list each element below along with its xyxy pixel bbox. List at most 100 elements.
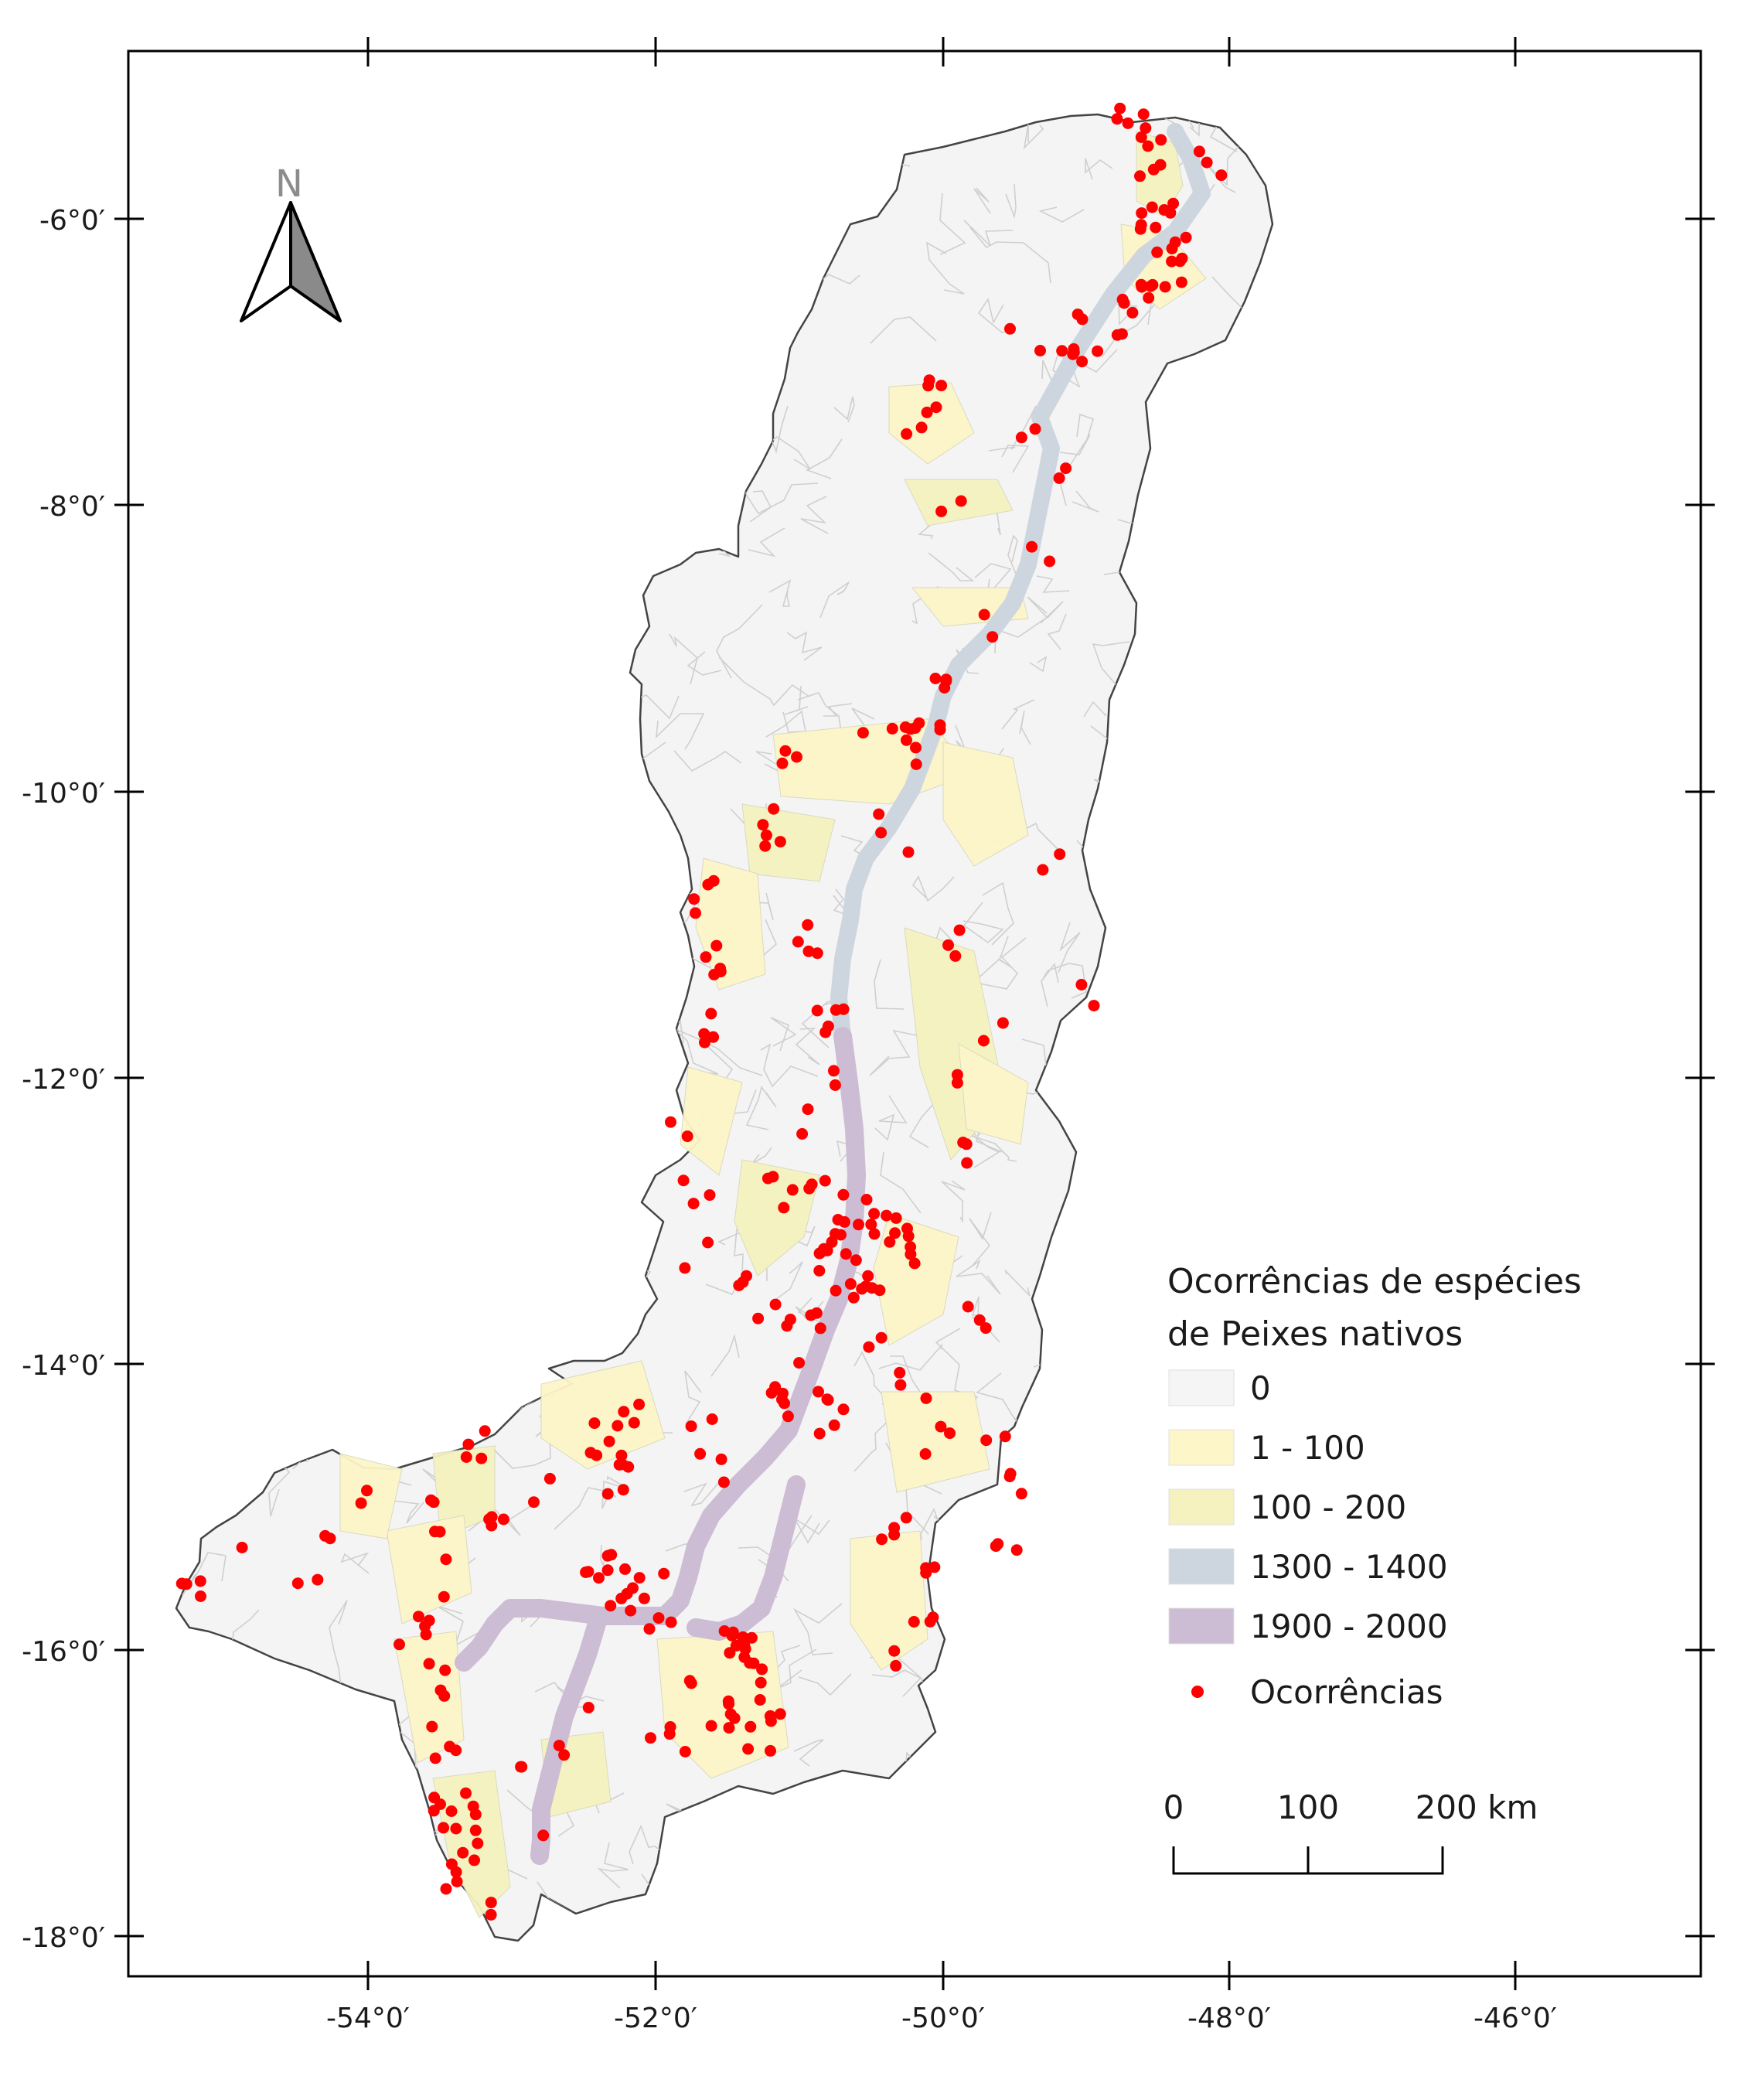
- occurrence-point: [901, 734, 912, 746]
- occurrence-point: [822, 1394, 834, 1406]
- occurrence-point: [553, 1740, 565, 1752]
- sub-basin-line: [911, 875, 955, 902]
- sub-basin-line: [870, 316, 937, 344]
- occurrence-point: [1167, 197, 1180, 210]
- occurrence-point: [755, 1676, 767, 1689]
- sub-basin-line: [1047, 613, 1067, 650]
- sub-basin-line: [800, 496, 829, 534]
- occurrence-point: [1146, 201, 1158, 213]
- occurrence-point: [802, 919, 814, 931]
- x-tick-label: -52°0′: [614, 2003, 697, 2034]
- occurrence-point: [847, 1291, 860, 1304]
- occurrence-point: [844, 1278, 857, 1290]
- occurrence-point: [828, 1065, 840, 1077]
- occurrence-point: [413, 1611, 424, 1623]
- occurrence-point: [962, 1301, 974, 1313]
- occurrence-point: [704, 1189, 716, 1202]
- occurrence-point: [779, 1397, 790, 1410]
- occurrence-point: [658, 1567, 670, 1580]
- occurrence-point: [769, 1298, 782, 1311]
- sub-basin-line: [1019, 710, 1031, 745]
- sub-basin-line: [1001, 445, 1030, 473]
- occurrence-point: [601, 1488, 614, 1500]
- sub-basin-line: [819, 581, 850, 619]
- sub-basin-line: [1041, 963, 1059, 1007]
- occurrence-point: [774, 1708, 786, 1720]
- occurrence-point: [733, 1280, 745, 1291]
- occurrence-point: [802, 945, 815, 957]
- occurrence-point: [685, 1420, 697, 1433]
- sub-basin-line: [751, 1147, 772, 1164]
- occurrence-point: [698, 1028, 710, 1040]
- occurrence-point: [838, 1215, 850, 1228]
- sub-basin-line: [1029, 656, 1048, 673]
- occurrence-point: [715, 1453, 727, 1465]
- occurrence-point: [605, 1600, 617, 1612]
- occurrence-point: [915, 421, 928, 434]
- north-arrow-right-icon: [289, 201, 342, 322]
- occurrence-point: [475, 1452, 488, 1464]
- occurrence-point: [856, 1283, 868, 1295]
- north-label: N: [275, 162, 303, 206]
- sub-basin-line: [963, 220, 1014, 247]
- occurrence-point: [638, 1592, 650, 1604]
- occurrence-point: [765, 1715, 777, 1727]
- occurrence-point: [934, 724, 946, 736]
- occurrence-point: [901, 428, 913, 440]
- occurrence-point: [582, 1566, 595, 1578]
- occurrence-point: [781, 1320, 793, 1332]
- legend-swatch-2: [1168, 1488, 1235, 1526]
- occurrence-zone: [339, 1453, 403, 1539]
- occurrence-point: [939, 682, 951, 694]
- occurrence-point: [423, 1658, 435, 1670]
- occurrence-point: [951, 1076, 963, 1089]
- sub-basin-line: [890, 1355, 927, 1402]
- legend-swatch-4: [1168, 1607, 1235, 1645]
- occurrence-point: [468, 1854, 480, 1866]
- occurrence-point: [593, 1572, 605, 1584]
- sub-basin-line: [792, 1603, 843, 1655]
- occurrence-zone: [958, 1043, 1029, 1145]
- occurrence-zone: [386, 1515, 472, 1624]
- occurrence-point: [961, 1157, 973, 1169]
- occurrence-point: [469, 1809, 482, 1821]
- occurrence-point: [889, 1227, 901, 1239]
- legend-swatch-3: [1168, 1548, 1235, 1585]
- occurrence-point: [1135, 131, 1147, 143]
- scale-label-200: 200 km: [1416, 1788, 1538, 1826]
- sub-basin-line: [988, 405, 1037, 452]
- sub-basin-line: [749, 490, 772, 523]
- occurrence-point: [884, 1236, 896, 1248]
- x-tick-label: -48°0′: [1187, 2003, 1271, 2034]
- occurrence-point: [1144, 280, 1157, 292]
- y-tick-label: -8°0′: [39, 491, 105, 523]
- occurrence-point: [928, 1561, 941, 1573]
- occurrence-point: [633, 1398, 646, 1410]
- occurrence-point: [194, 1575, 206, 1587]
- occurrence-point: [920, 1393, 932, 1404]
- occurrence-point: [718, 1625, 731, 1637]
- occurrence-point: [863, 1341, 875, 1353]
- legend-title-line1: Ocorrências de espécies: [1167, 1262, 1582, 1301]
- occurrence-point: [584, 1447, 597, 1459]
- scale-bar-line: [1172, 1846, 1444, 1875]
- occurrence-zone: [680, 1066, 743, 1176]
- occurrence-point: [394, 1638, 405, 1651]
- occurrence-point: [876, 1533, 888, 1546]
- occurrence-point: [1010, 1544, 1023, 1556]
- occurrence-point: [355, 1497, 367, 1509]
- occurrence-point: [628, 1416, 640, 1429]
- sub-basin-line: [392, 1500, 424, 1524]
- occurrence-point: [919, 1448, 932, 1460]
- occurrence-point: [1201, 156, 1213, 169]
- occurrence-point: [615, 1449, 628, 1461]
- occurrence-point: [618, 1406, 630, 1418]
- occurrence-point: [837, 1188, 850, 1201]
- sub-basin-line: [784, 685, 809, 715]
- sub-basin-line: [705, 1228, 744, 1296]
- occurrence-point: [528, 1496, 540, 1509]
- y-tick-label: -16°0′: [22, 1636, 105, 1668]
- occurrence-point: [1044, 555, 1056, 568]
- sub-basin-line: [973, 187, 991, 214]
- occurrence-point: [929, 673, 942, 684]
